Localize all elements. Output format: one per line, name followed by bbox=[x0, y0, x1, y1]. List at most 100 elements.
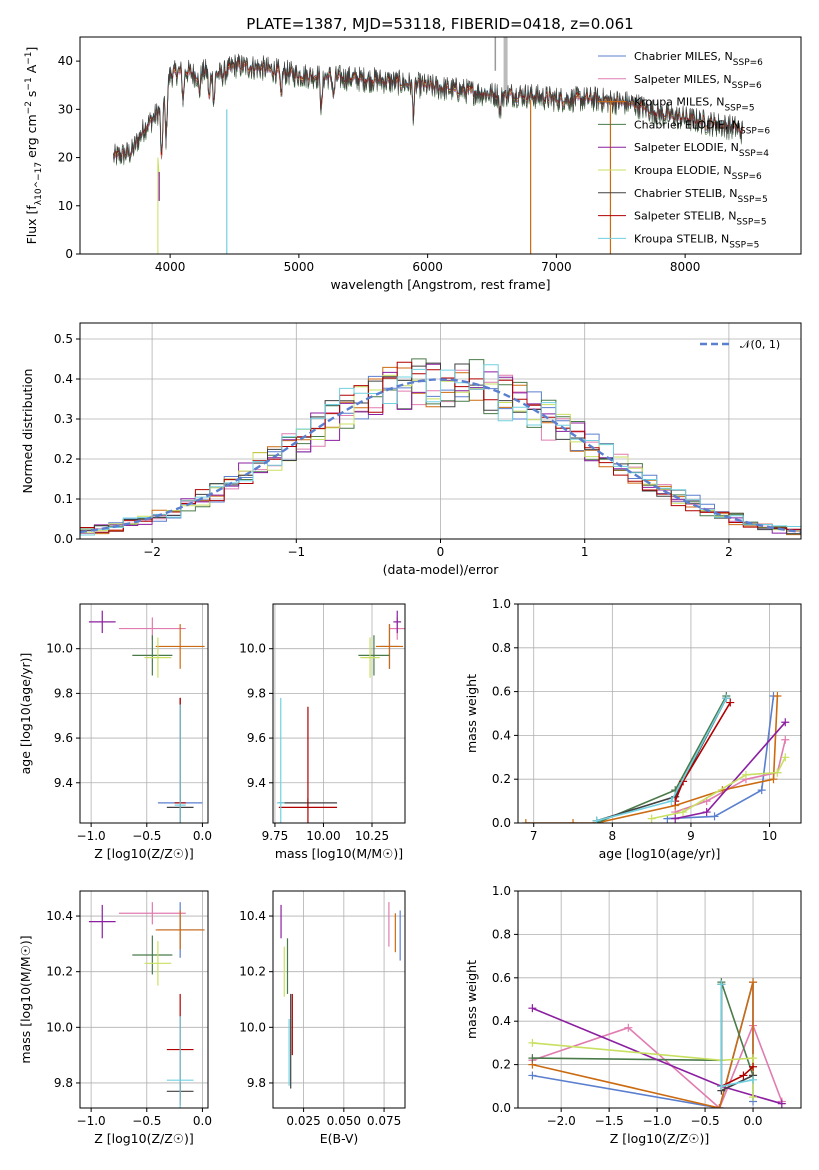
residual-legend: 𝒩(0, 1) bbox=[700, 338, 780, 351]
series-marker bbox=[741, 770, 750, 779]
x-tick-label: 4000 bbox=[155, 260, 186, 274]
x-axis-label: age [log10(age/yr)] bbox=[599, 846, 721, 861]
x-tick-label: 0 bbox=[437, 545, 445, 559]
series-marker bbox=[773, 691, 782, 700]
y-tick-label: 9.8 bbox=[54, 1076, 73, 1090]
y-tick-label: 10.0 bbox=[46, 642, 73, 656]
x-tick-label: −1.0 bbox=[77, 1114, 106, 1128]
x-tick-label: 0.0 bbox=[743, 1114, 762, 1128]
y-tick-label: 9.4 bbox=[54, 776, 73, 790]
data-point bbox=[360, 637, 380, 678]
x-tick-label: −2.0 bbox=[547, 1114, 576, 1128]
series-marker bbox=[521, 819, 530, 823]
series-line-5 bbox=[532, 1042, 754, 1098]
gaussian-curve bbox=[80, 378, 801, 534]
data-point bbox=[144, 941, 172, 986]
gridlines bbox=[518, 890, 801, 1109]
y-tick-label: 0.4 bbox=[492, 1014, 511, 1028]
x-tick-label: 0.0 bbox=[193, 829, 212, 843]
histogram-8 bbox=[80, 364, 801, 539]
series-marker bbox=[717, 980, 726, 989]
series-marker bbox=[528, 1038, 537, 1047]
x-tick-label: 1 bbox=[581, 545, 589, 559]
x-axis-label: E(B-V) bbox=[320, 1131, 359, 1146]
y-tick-label: 1.0 bbox=[492, 884, 511, 898]
gridlines bbox=[80, 891, 208, 1108]
data-point bbox=[155, 624, 205, 669]
series-marker bbox=[749, 1093, 758, 1102]
series-marker bbox=[777, 1099, 786, 1108]
y-tick-label: 9.8 bbox=[247, 1076, 266, 1090]
data-point bbox=[358, 635, 390, 676]
x-axis-label: Z [log10(Z/Z☉)] bbox=[94, 846, 194, 861]
x-tick-label: 8000 bbox=[670, 260, 701, 274]
series-marker bbox=[749, 1075, 758, 1084]
spectrum-line-6 bbox=[113, 53, 744, 164]
y-tick-label: 20 bbox=[58, 151, 73, 165]
series-marker bbox=[569, 819, 578, 823]
series-line-1 bbox=[674, 739, 787, 813]
y-tick-label: 30 bbox=[58, 102, 73, 116]
panel-spectrum: 4000 5000 6000 7000 8000 0 10 20 30 40 wavelength … bbox=[24, 36, 802, 292]
y-tick-label: 0.8 bbox=[492, 641, 511, 655]
x-tick-label: 10 bbox=[762, 829, 777, 843]
x-tick-label: 5000 bbox=[284, 260, 315, 274]
y-axis-label: Flux [fλ10^−17 erg cm−2 s−1 A−1] bbox=[24, 47, 44, 245]
axes-frame bbox=[272, 890, 406, 1109]
panel-age-vs-mass: 9.75 10.00 10.25 9.4 9.6 9.8 10.0 mass [log10(M… bbox=[239, 603, 406, 861]
x-tick-label: 10.00 bbox=[306, 829, 340, 843]
series-marker bbox=[624, 1023, 633, 1032]
y-tick-label: 9.8 bbox=[54, 686, 73, 700]
x-tick-label: 8 bbox=[609, 829, 617, 843]
series-line-0 bbox=[532, 981, 754, 1108]
y-tick-label: 0.3 bbox=[54, 412, 73, 426]
gridlines bbox=[518, 603, 801, 824]
series-marker bbox=[679, 808, 688, 817]
y-tick-label: 0.1 bbox=[54, 492, 73, 506]
legend-entry: Chabrier MILES, NSSP=6 bbox=[634, 50, 763, 68]
data-point bbox=[88, 904, 116, 939]
series-line-3 bbox=[532, 981, 754, 1076]
axes-frame bbox=[79, 603, 209, 824]
plot-area bbox=[528, 978, 786, 1108]
y-tick-label: 0.6 bbox=[492, 685, 511, 699]
panel-residuals: −2 −1 0 1 2 0.0 0.1 0.2 0.3 0.4 0.5 (data-model)/er… bbox=[20, 322, 802, 577]
x-tick-label: 7000 bbox=[541, 260, 572, 274]
series-line-0 bbox=[667, 695, 775, 820]
series-marker bbox=[671, 814, 680, 823]
plot-area bbox=[276, 610, 405, 823]
x-tick-label: −1.0 bbox=[643, 1114, 672, 1128]
panel-massweight-vs-age: 7 8 9 10 0.0 0.2 0.4 0.6 0.8 1.0 age [log10(age/yr… bbox=[464, 597, 802, 861]
gridlines bbox=[80, 323, 801, 540]
y-tick-label: 10.0 bbox=[239, 642, 266, 656]
series-marker bbox=[722, 694, 731, 703]
spectrum-artifact bbox=[503, 37, 508, 91]
data-point bbox=[132, 935, 173, 975]
x-tick-label: −2 bbox=[143, 545, 161, 559]
data-point bbox=[174, 704, 186, 823]
y-tick-label: 10.2 bbox=[46, 965, 73, 979]
legend-entry: Salpeter ELODIE, NSSP=4 bbox=[634, 141, 769, 159]
series-marker bbox=[769, 775, 778, 784]
x-tick-label: 0.050 bbox=[327, 1114, 361, 1128]
legend-entry: Chabrier ELODIE, NSSP=6 bbox=[634, 118, 770, 136]
legend-entry: Kroupa STELIB, NSSP=5 bbox=[634, 232, 759, 250]
axes-frame bbox=[79, 890, 209, 1109]
plot-area bbox=[80, 358, 801, 539]
y-tick-label: 0.0 bbox=[492, 1101, 511, 1115]
data-point bbox=[88, 610, 116, 634]
series-marker bbox=[749, 1054, 758, 1063]
y-tick-label: 10 bbox=[58, 199, 73, 213]
y-tick-label: 0.4 bbox=[492, 728, 511, 742]
series-marker bbox=[781, 753, 790, 762]
y-tick-label: 10.0 bbox=[239, 1020, 266, 1034]
panel-mass-vs-Z: −1.0 −0.5 0.0 9.8 10.0 10.2 10.4 Z [log10(Z/Z☉)… bbox=[18, 890, 212, 1146]
legend-entry: Kroupa ELODIE, NSSP=6 bbox=[634, 164, 762, 182]
data-point bbox=[276, 697, 285, 823]
legend-entry: Salpeter MILES, NSSP=6 bbox=[634, 73, 762, 91]
x-axis-label: Z [log10(Z/Z☉)] bbox=[610, 1131, 710, 1146]
legend-entry: Chabrier STELIB, NSSP=5 bbox=[634, 187, 768, 205]
series-marker bbox=[528, 1004, 537, 1013]
x-tick-label: −0.5 bbox=[132, 829, 161, 843]
